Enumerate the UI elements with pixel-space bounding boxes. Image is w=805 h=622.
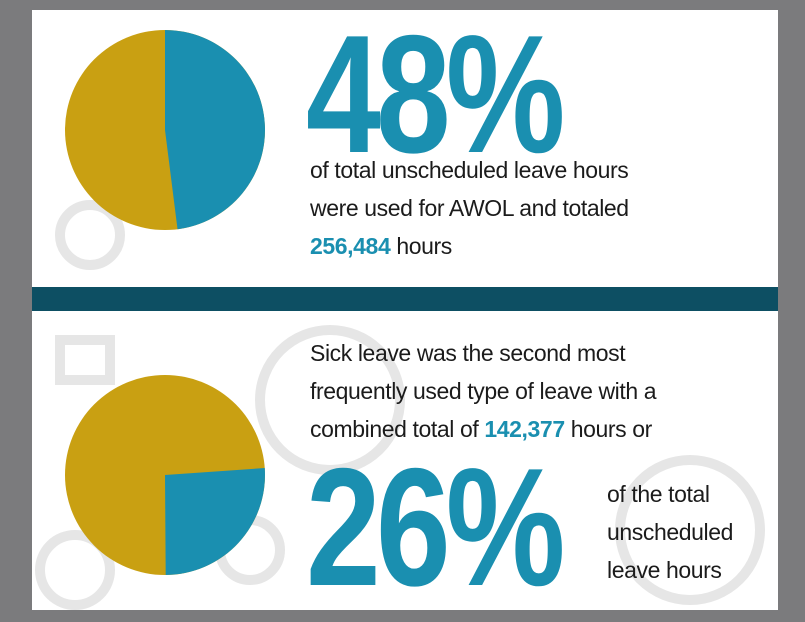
- infographic: 48% of total unscheduled leave hours wer…: [0, 0, 805, 622]
- hours-suffix: hours: [396, 233, 452, 259]
- text-line: unscheduled: [607, 519, 733, 545]
- hours-suffix: hours or: [571, 416, 653, 442]
- text-line: Sick leave was the second most: [310, 340, 626, 366]
- text-line: leave hours: [607, 557, 722, 583]
- text-line: of the total: [607, 481, 710, 507]
- divider: [32, 287, 778, 311]
- text-line: frequently used type of leave with a: [310, 378, 657, 404]
- text-line: of total unscheduled leave hours: [310, 157, 628, 183]
- hours: 256,484: [310, 233, 391, 259]
- percent: 26%: [306, 434, 563, 622]
- text-line: were used for AWOL and totaled: [309, 195, 629, 221]
